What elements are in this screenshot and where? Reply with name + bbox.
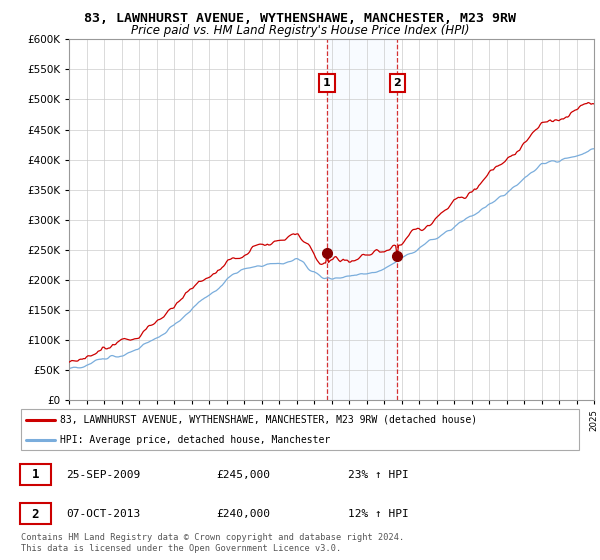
- Text: 83, LAWNHURST AVENUE, WYTHENSHAWE, MANCHESTER, M23 9RW (detached house): 83, LAWNHURST AVENUE, WYTHENSHAWE, MANCH…: [60, 415, 478, 424]
- Text: 1: 1: [32, 468, 39, 482]
- Text: 2: 2: [394, 78, 401, 88]
- FancyBboxPatch shape: [21, 409, 579, 450]
- Text: 23% ↑ HPI: 23% ↑ HPI: [348, 470, 409, 480]
- Text: Price paid vs. HM Land Registry's House Price Index (HPI): Price paid vs. HM Land Registry's House …: [131, 24, 469, 36]
- Text: Contains HM Land Registry data © Crown copyright and database right 2024.
This d: Contains HM Land Registry data © Crown c…: [21, 533, 404, 553]
- Text: 07-OCT-2013: 07-OCT-2013: [66, 509, 140, 519]
- Text: 2: 2: [32, 507, 39, 521]
- Text: 1: 1: [323, 78, 331, 88]
- Bar: [327, 39, 397, 400]
- Text: 12% ↑ HPI: 12% ↑ HPI: [348, 509, 409, 519]
- Text: 25-SEP-2009: 25-SEP-2009: [66, 470, 140, 480]
- Text: £240,000: £240,000: [216, 509, 270, 519]
- Text: HPI: Average price, detached house, Manchester: HPI: Average price, detached house, Manc…: [60, 435, 331, 445]
- Text: £245,000: £245,000: [216, 470, 270, 480]
- Text: 83, LAWNHURST AVENUE, WYTHENSHAWE, MANCHESTER, M23 9RW: 83, LAWNHURST AVENUE, WYTHENSHAWE, MANCH…: [84, 12, 516, 25]
